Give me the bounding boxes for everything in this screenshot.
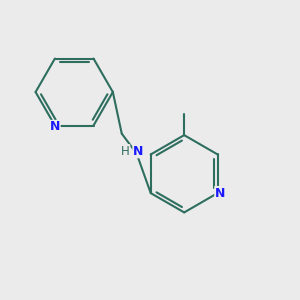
Text: N: N bbox=[215, 187, 225, 200]
Text: N: N bbox=[50, 121, 60, 134]
Text: N: N bbox=[133, 145, 143, 158]
Text: H: H bbox=[121, 145, 130, 158]
